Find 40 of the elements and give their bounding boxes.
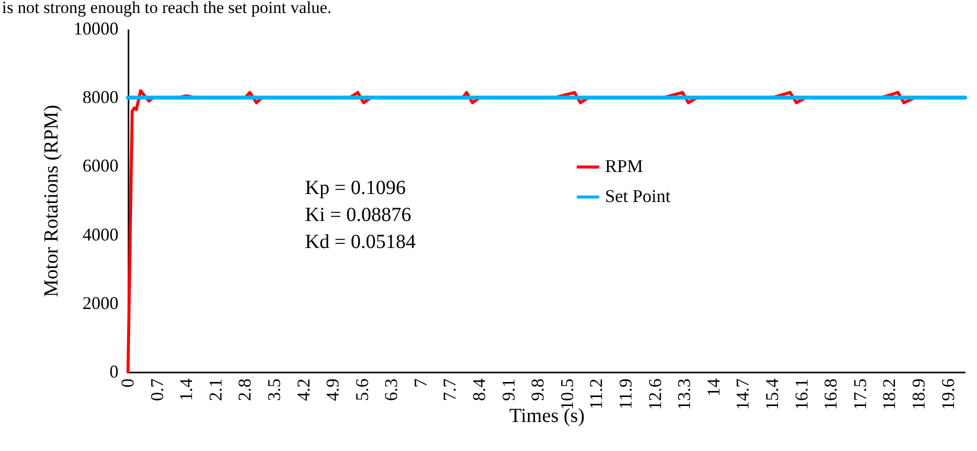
x-tick-label: 5.6 xyxy=(352,378,372,401)
x-tick-label: 7 xyxy=(410,378,430,388)
x-tick-label: 11.2 xyxy=(586,378,606,410)
x-tick-label: 11.9 xyxy=(616,378,636,410)
x-tick-label: 0.7 xyxy=(146,378,167,401)
x-tick-label: 14 xyxy=(703,378,724,396)
x-tick-label: 17.5 xyxy=(850,378,870,410)
y-axis-title: Motor Rotations (RPM) xyxy=(40,104,62,298)
x-tick-label: 13.3 xyxy=(674,378,694,410)
x-tick-label: 8.4 xyxy=(469,378,490,401)
y-tick-label: 2000 xyxy=(82,292,118,313)
x-tick-label: 0 xyxy=(118,378,138,388)
y-tick-label: 8000 xyxy=(82,87,118,108)
x-tick-label: 4.9 xyxy=(322,378,343,401)
legend-label: RPM xyxy=(605,156,644,176)
x-tick-label: 18.2 xyxy=(879,378,900,410)
y-tick-label: 6000 xyxy=(82,156,118,176)
x-tick-label: 4.2 xyxy=(293,378,314,401)
x-tick-label: 12.6 xyxy=(644,378,665,410)
text: is not strong enough to reach the set point value. xyxy=(2,0,332,17)
annotation: Kd = 0.05184 xyxy=(305,231,416,253)
x-tick-label: 6.3 xyxy=(381,378,402,401)
x-tick-label: 7.7 xyxy=(440,378,460,401)
annotation: Kp = 0.1096 xyxy=(305,177,406,199)
x-tick-label: 16.1 xyxy=(791,378,812,410)
legend-label: Set Point xyxy=(605,186,671,206)
x-tick-label: 19.6 xyxy=(938,378,958,410)
y-tick-label: 4000 xyxy=(82,224,118,244)
x-tick-label: 9.1 xyxy=(498,378,518,401)
x-tick-label: 2.8 xyxy=(234,378,255,401)
x-tick-label: 14.7 xyxy=(732,378,753,410)
x-tick-label: 18.9 xyxy=(908,378,928,410)
annotation: Ki = 0.08876 xyxy=(305,204,412,226)
x-tick-label: 1.4 xyxy=(176,378,196,401)
y-tick-label: 10000 xyxy=(74,18,118,38)
x-tick-label: 16.8 xyxy=(820,378,841,410)
x-tick-label: 3.5 xyxy=(264,378,284,401)
x-tick-label: 9.8 xyxy=(528,378,548,401)
x-tick-label: 2.1 xyxy=(205,378,226,401)
x-tick-label: 15.4 xyxy=(762,378,782,410)
